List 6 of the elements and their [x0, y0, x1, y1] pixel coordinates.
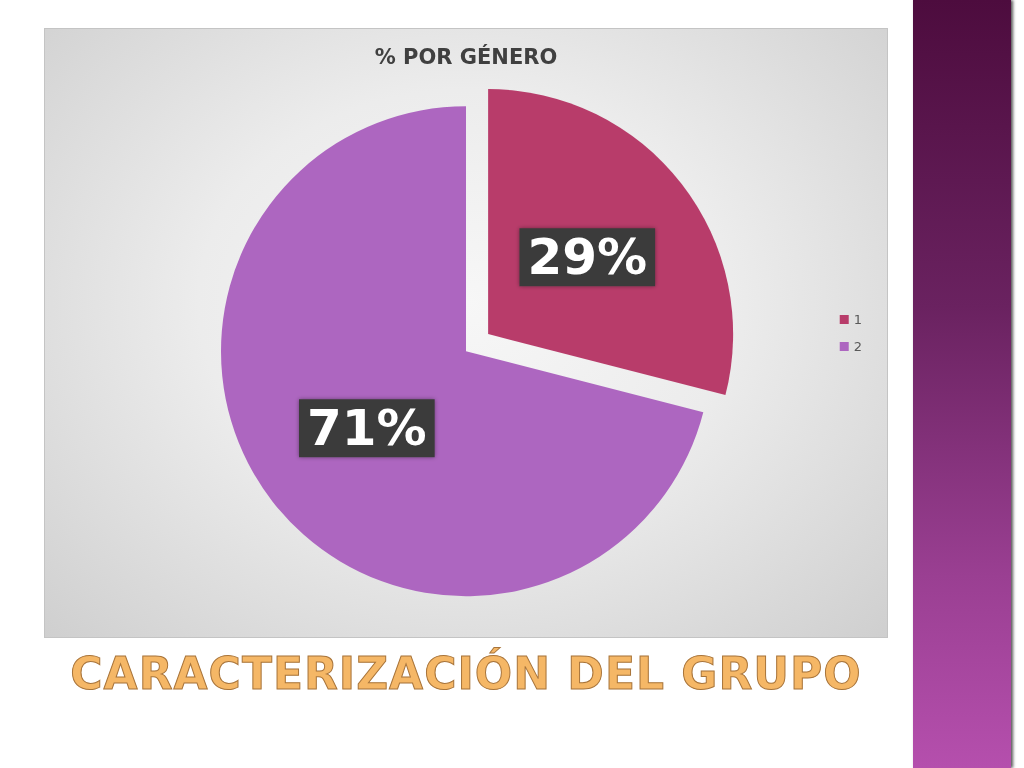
legend-label: 2 — [853, 339, 863, 354]
chart-title: % POR GÉNERO — [374, 43, 558, 69]
text: CARACTERIZACIÓN DEL GRUPO — [69, 646, 863, 701]
legend-label: 1 — [853, 312, 863, 327]
data-label: 71% — [306, 399, 427, 458]
data-label: 29% — [527, 228, 648, 287]
